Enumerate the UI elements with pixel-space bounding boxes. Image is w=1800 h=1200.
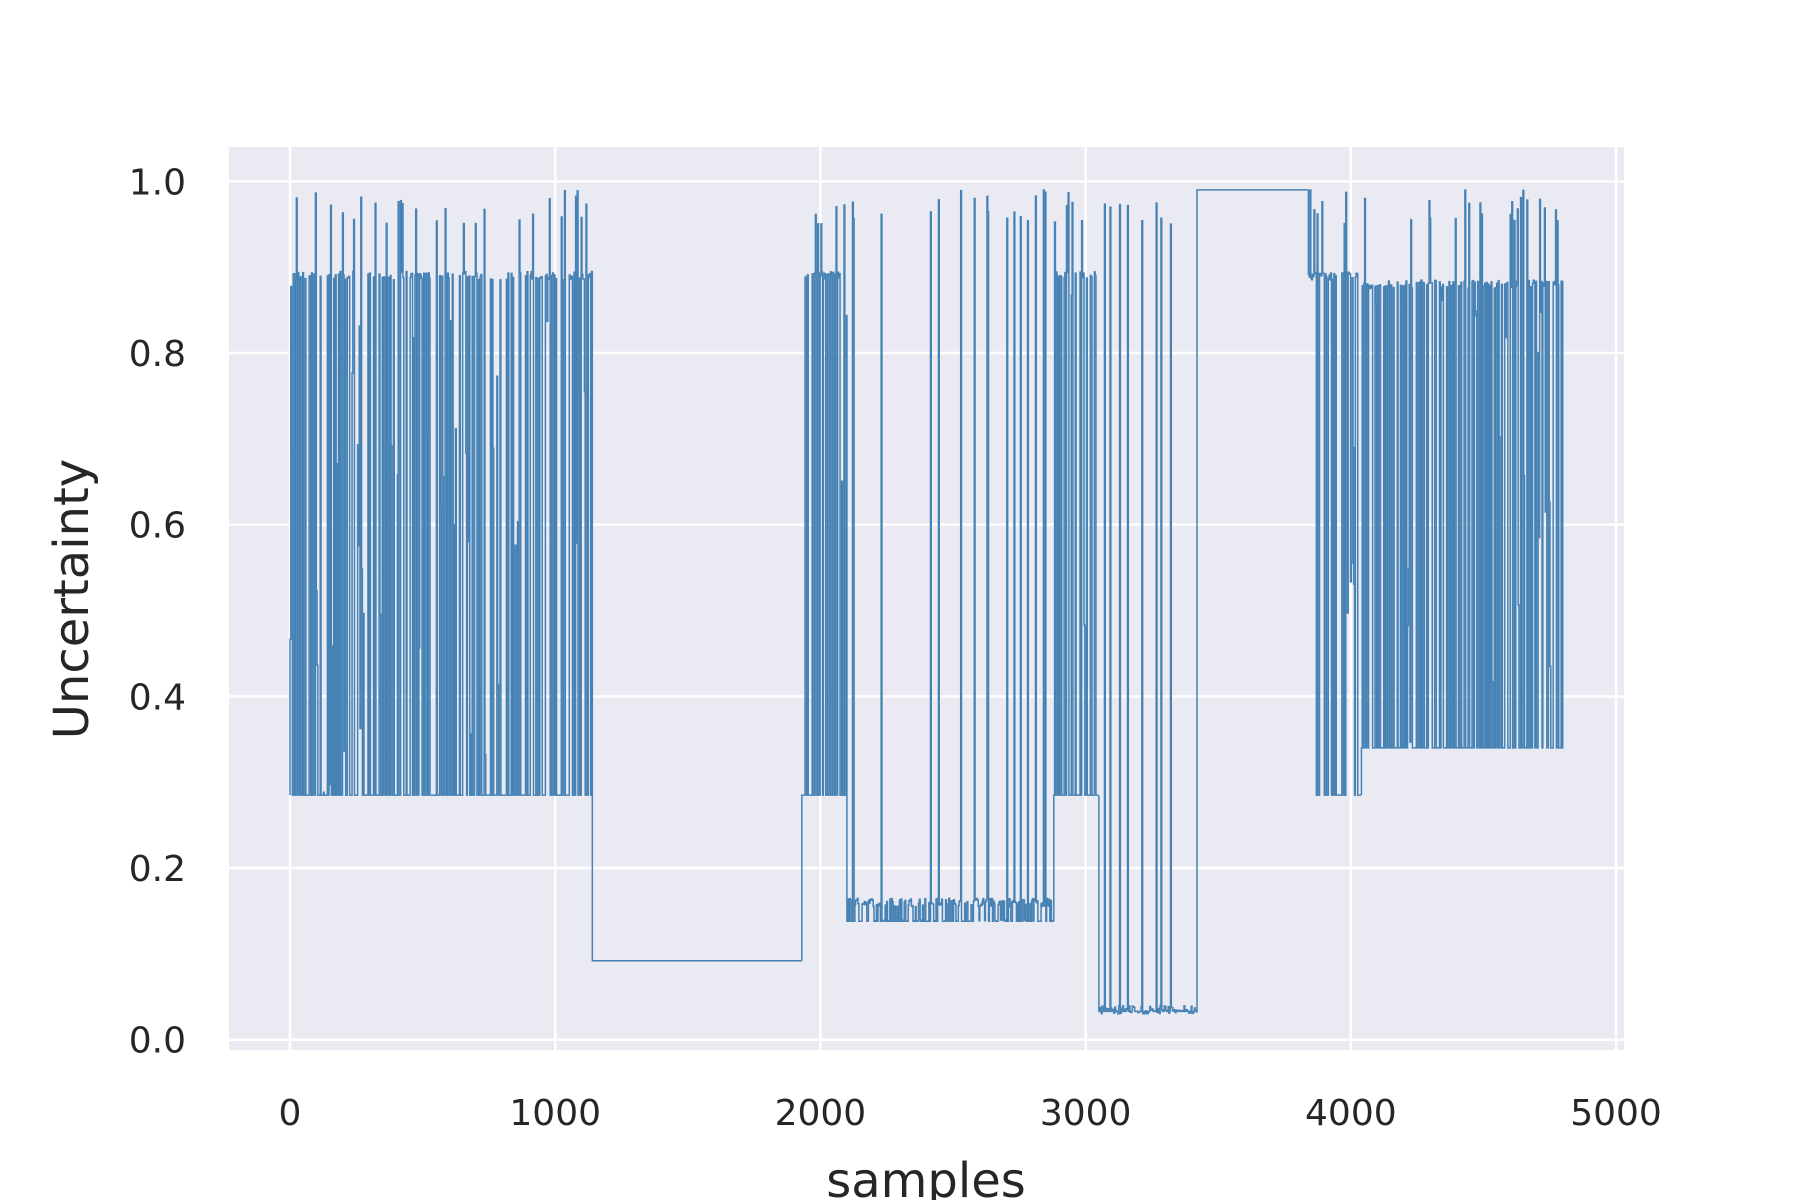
y-tick-labels: 0.0 0.2 0.4 0.6 0.8 1.0 <box>129 162 186 1061</box>
uncertainty-line-segment <box>1307 189 1361 796</box>
plot-background <box>229 147 1624 1050</box>
uncertainty-line-segment <box>1053 192 1099 922</box>
uncertainty-line-segment <box>1196 189 1309 1013</box>
y-tick-label: 0.8 <box>129 334 186 375</box>
y-tick-label: 1.0 <box>129 162 186 203</box>
uncertainty-line-segment <box>1098 202 1198 1015</box>
x-tick-label: 3000 <box>1040 1093 1132 1134</box>
y-tick-label: 0.4 <box>129 677 186 718</box>
x-tick-label: 1000 <box>509 1093 601 1134</box>
x-tick-label: 0 <box>279 1093 302 1134</box>
data-series <box>289 189 1564 1015</box>
uncertainty-line-segment <box>591 277 802 962</box>
x-tick-label: 4000 <box>1305 1093 1397 1134</box>
y-tick-label: 0.2 <box>129 849 186 890</box>
y-tick-label: 0.6 <box>129 506 186 547</box>
uncertainty-line-segment <box>846 189 1054 922</box>
uncertainty-line-segment <box>1360 189 1564 796</box>
x-tick-label: 2000 <box>775 1093 867 1134</box>
uncertainty-line-segment <box>289 190 594 796</box>
x-axis-title: samples <box>826 1153 1026 1200</box>
uncertainty-line-segment <box>801 204 848 961</box>
x-tick-label: 5000 <box>1570 1093 1662 1134</box>
x-tick-labels: 0 1000 2000 3000 4000 5000 <box>279 1093 1662 1134</box>
y-tick-label: 0.0 <box>129 1021 186 1062</box>
y-axis-title: Uncertainty <box>44 459 100 739</box>
